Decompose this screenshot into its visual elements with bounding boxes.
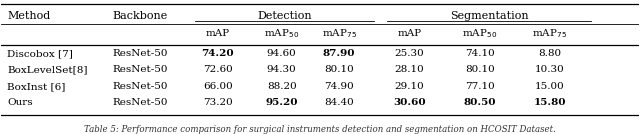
Text: Backbone: Backbone [113,11,168,21]
Text: 77.10: 77.10 [465,82,495,91]
Text: ResNet-50: ResNet-50 [113,49,168,58]
Text: 80.10: 80.10 [324,66,354,75]
Text: mAP$_{75}$: mAP$_{75}$ [322,27,356,40]
Text: mAP: mAP [205,29,230,38]
Text: 10.30: 10.30 [535,66,564,75]
Text: 74.10: 74.10 [465,49,495,58]
Text: 72.60: 72.60 [203,66,233,75]
Text: 94.60: 94.60 [267,49,296,58]
Text: 73.20: 73.20 [203,98,233,107]
Text: mAP$_{75}$: mAP$_{75}$ [532,27,568,40]
Text: mAP: mAP [397,29,422,38]
Text: Table 5: Performance comparison for surgical instruments detection and segmentat: Table 5: Performance comparison for surg… [84,125,556,134]
Text: 30.60: 30.60 [393,98,426,107]
Text: 80.10: 80.10 [465,66,495,75]
Text: 95.20: 95.20 [266,98,298,107]
Text: 94.30: 94.30 [267,66,296,75]
Text: Segmentation: Segmentation [450,11,529,21]
Text: Ours: Ours [7,98,33,107]
Text: 74.90: 74.90 [324,82,354,91]
Text: BoxLevelSet[8]: BoxLevelSet[8] [7,66,88,75]
Text: 15.00: 15.00 [535,82,564,91]
Text: ResNet-50: ResNet-50 [113,82,168,91]
Text: 88.20: 88.20 [267,82,296,91]
Text: 87.90: 87.90 [323,49,355,58]
Text: Method: Method [7,11,51,21]
Text: 84.40: 84.40 [324,98,354,107]
Text: Discobox [7]: Discobox [7] [7,49,73,58]
Text: 8.80: 8.80 [538,49,561,58]
Text: Detection: Detection [257,11,312,21]
Text: 15.80: 15.80 [534,98,566,107]
Text: 74.20: 74.20 [202,49,234,58]
Text: ResNet-50: ResNet-50 [113,98,168,107]
Text: 66.00: 66.00 [203,82,233,91]
Text: 25.30: 25.30 [394,49,424,58]
Text: 80.50: 80.50 [463,98,496,107]
Text: mAP$_{50}$: mAP$_{50}$ [264,27,300,40]
Text: 29.10: 29.10 [394,82,424,91]
Text: BoxInst [6]: BoxInst [6] [7,82,65,91]
Text: ResNet-50: ResNet-50 [113,66,168,75]
Text: mAP$_{50}$: mAP$_{50}$ [462,27,497,40]
Text: 28.10: 28.10 [394,66,424,75]
